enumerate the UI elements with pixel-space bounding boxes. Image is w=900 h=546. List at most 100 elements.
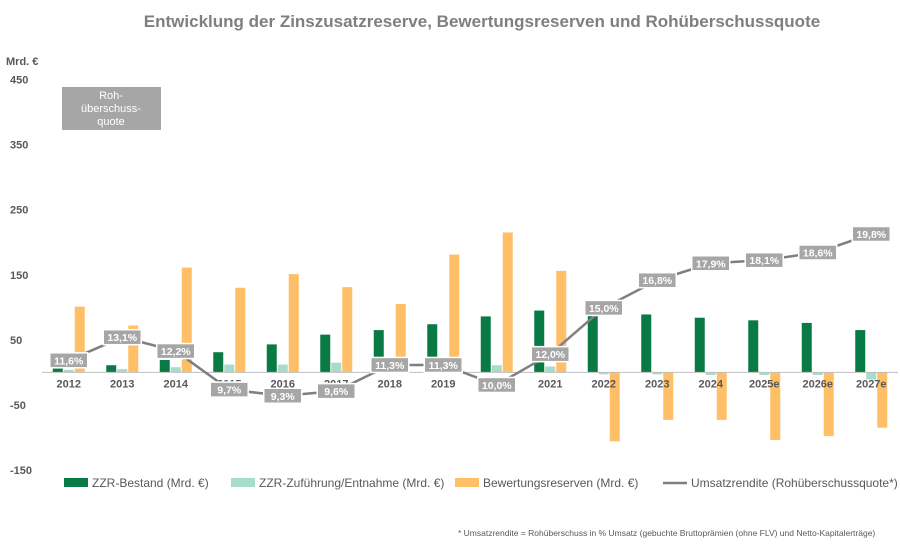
bar-bewertungsreserven — [395, 304, 406, 373]
bar-zzr-bestand — [801, 322, 812, 373]
bar-bewertungsreserven — [235, 287, 246, 373]
line-label-box — [744, 251, 784, 269]
x-tick-label: 2021 — [538, 378, 562, 390]
annotation-line: quote — [97, 116, 125, 128]
line-label-box — [637, 271, 677, 289]
line-data-label: 11,3% — [429, 360, 459, 372]
legend: ZZR-Bestand (Mrd. €) ZZR-Zuführung/Entnah… — [64, 476, 898, 490]
legend-swatch — [64, 478, 88, 487]
bar-zzr-zufuehrung — [545, 366, 556, 373]
bar-zzr-bestand — [855, 330, 866, 373]
footnote: * Umsatzrendite = Rohüberschuss in % Ums… — [458, 528, 875, 538]
line-data-label: 16,8% — [642, 275, 672, 287]
line-data-label: 11,6% — [54, 355, 84, 367]
bar-zzr-zufuehrung — [705, 372, 716, 375]
line-data-label: 18,1% — [749, 255, 779, 267]
bar-zzr-zufuehrung — [63, 369, 74, 373]
y-axis-unit: Mrd. € — [6, 56, 38, 68]
x-tick-label: 2016 — [271, 378, 295, 390]
line-data-label: 12,0% — [535, 349, 565, 361]
bar-zzr-bestand — [641, 314, 652, 373]
legend-swatch — [231, 478, 255, 487]
y-tick-label: 250 — [10, 205, 28, 217]
bar-bewertungsreserven — [663, 372, 674, 420]
bar-bewertungsreserven — [877, 372, 888, 428]
bar-zzr-zufuehrung — [491, 365, 502, 373]
bar-zzr-bestand — [748, 320, 759, 373]
line-label-box — [691, 255, 731, 272]
line-data-label: 18,6% — [803, 247, 833, 259]
line-label-box — [584, 299, 624, 317]
y-tick-label: 50 — [10, 335, 22, 347]
x-tick-label: 2012 — [57, 378, 81, 390]
line-data-label: 9,7% — [217, 385, 242, 397]
bar-zzr-bestand — [587, 312, 598, 373]
line-data-label: 9,3% — [271, 391, 296, 403]
y-tick-label: -50 — [10, 400, 26, 412]
line-data-label: 17,9% — [696, 258, 726, 270]
line-umsatzrendite — [68, 232, 872, 398]
y-tick-label: 350 — [10, 140, 28, 152]
x-tick-label: 2027e — [856, 378, 887, 390]
line-label-box — [156, 342, 196, 360]
bar-zzr-bestand — [320, 334, 331, 373]
line-data-label: 9,6% — [324, 386, 349, 398]
bar-zzr-bestand — [480, 316, 491, 373]
x-tick-label: 2022 — [592, 378, 616, 390]
bar-bewertungsreserven — [449, 254, 460, 373]
line-data-label: 15,0% — [589, 303, 619, 315]
bar-bewertungsreserven — [823, 372, 834, 437]
legend-swatch — [455, 478, 479, 487]
annotation-box-bg — [62, 87, 161, 130]
bar-bewertungsreserven — [288, 274, 299, 373]
line-label-box — [798, 244, 838, 261]
bars — [52, 232, 888, 442]
bar-bewertungsreserven — [342, 287, 353, 373]
annotation-box: Roh-überschuss-quote — [62, 87, 161, 130]
bar-zzr-bestand — [266, 344, 277, 373]
line-label-box — [209, 381, 249, 398]
line-label-box — [49, 352, 89, 369]
line-label-box — [477, 376, 517, 394]
bar-bewertungsreserven — [556, 270, 567, 373]
bar-zzr-zufuehrung — [598, 372, 609, 375]
legend-label: Umsatzrendite (Rohüberschussquote*) — [691, 476, 898, 490]
legend-label: ZZR-Zuführung/Entnahme (Mrd. €) — [259, 476, 444, 490]
bar-zzr-zufuehrung — [331, 362, 342, 373]
bar-zzr-zufuehrung — [652, 372, 663, 375]
line-label-box — [370, 356, 410, 374]
bar-bewertungsreserven — [181, 267, 192, 373]
x-tick-label: 2019 — [431, 378, 455, 390]
bar-bewertungsreserven — [502, 232, 513, 373]
bar-zzr-zufuehrung — [170, 367, 181, 373]
y-tick-label: 150 — [10, 270, 28, 282]
bar-zzr-zufuehrung — [759, 372, 770, 375]
bar-bewertungsreserven — [128, 325, 139, 373]
line-label-box — [102, 328, 142, 346]
bar-zzr-bestand — [52, 368, 63, 373]
x-tick-label: 2024 — [699, 378, 724, 390]
bar-zzr-bestand — [427, 324, 438, 373]
annotation-line: Roh- — [99, 90, 123, 102]
x-tick-label: 2026e — [802, 378, 833, 390]
bar-zzr-bestand — [534, 310, 545, 373]
bar-zzr-zufuehrung — [277, 364, 288, 373]
line-data-label: 11,3% — [375, 360, 405, 372]
line-data-label: 12,2% — [161, 346, 191, 358]
line-data-label: 10,0% — [482, 380, 512, 392]
bar-zzr-zufuehrung — [812, 372, 823, 375]
x-tick-label: 2023 — [645, 378, 669, 390]
line-label-box — [851, 225, 891, 243]
bar-zzr-bestand — [159, 360, 170, 373]
line-label-box — [423, 356, 463, 374]
line-label-box — [316, 382, 356, 400]
line-data-label: 19,8% — [856, 229, 886, 241]
bar-zzr-bestand — [694, 317, 705, 373]
line-series: 11,6% 13,1% 12,2% 9,7% 9,3% 9,6% 11,3% 11,3% 10,… — [49, 225, 891, 405]
bar-bewertungsreserven — [74, 306, 85, 373]
bar-zzr-bestand — [106, 365, 117, 373]
bar-bewertungsreserven — [609, 372, 620, 442]
bar-zzr-bestand — [373, 330, 384, 373]
x-tick-label: 2018 — [378, 378, 402, 390]
